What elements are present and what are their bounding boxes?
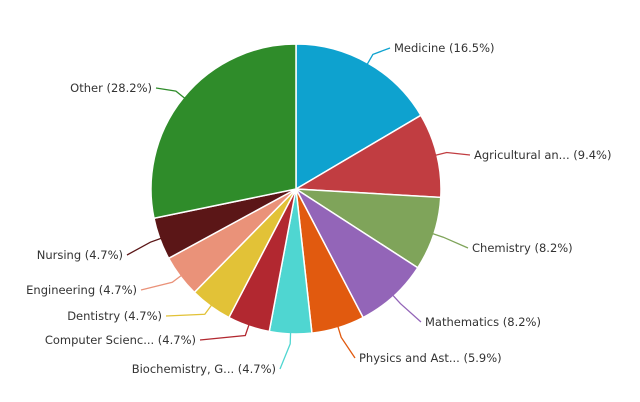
leader-lines [126, 47, 471, 370]
slice-label-agricultural-an: Agricultural an... (9.4%) [474, 148, 611, 162]
leader-line-medicine [366, 47, 391, 66]
leader-line-computer-scienc [199, 323, 250, 341]
leader-line-agricultural-an [434, 151, 471, 157]
slice-label-dentistry: Dentistry (4.7%) [67, 309, 162, 323]
slice-label-nursing: Nursing (4.7%) [37, 248, 123, 262]
leader-line-engineering [140, 274, 183, 291]
leader-line-nursing [126, 237, 162, 256]
leader-line-other [155, 87, 186, 100]
leader-line-dentistry [165, 304, 213, 317]
slice-label-other: Other (28.2%) [70, 81, 152, 95]
slice-label-medicine: Medicine (16.5%) [394, 41, 495, 55]
slice-label-engineering: Engineering (4.7%) [26, 283, 137, 297]
pie-slice-other[interactable] [150, 43, 297, 220]
slice-label-computer-scienc: Computer Scienc... (4.7%) [45, 333, 196, 347]
leader-line-physics-and-ast [337, 325, 356, 359]
leader-line-mathematics [391, 294, 422, 323]
leader-line-biochemistry-g [279, 331, 292, 370]
slice-label-chemistry: Chemistry (8.2%) [472, 241, 573, 255]
leader-line-chemistry [431, 232, 469, 249]
slice-label-biochemistry-g: Biochemistry, G... (4.7%) [132, 362, 276, 376]
pie-slices [150, 43, 442, 335]
slice-labels: Medicine (16.5%) Agricultural an... (9.4%… [26, 41, 611, 376]
slice-label-mathematics: Mathematics (8.2%) [425, 315, 541, 329]
slice-label-physics-and-ast: Physics and Ast... (5.9%) [359, 351, 502, 365]
